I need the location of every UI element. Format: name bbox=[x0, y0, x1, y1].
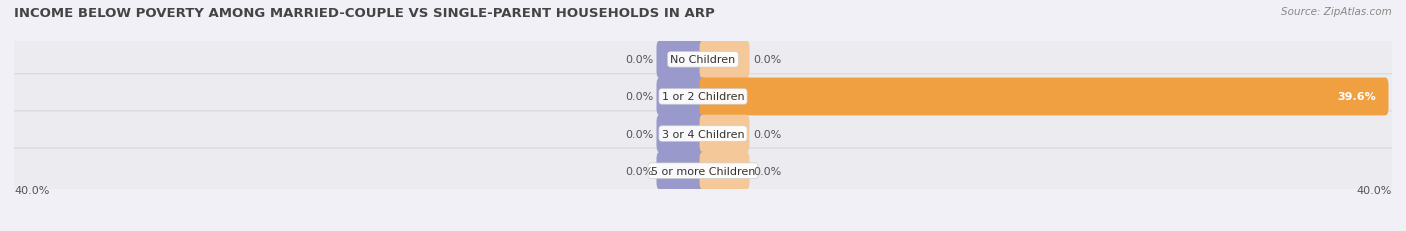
Text: 0.0%: 0.0% bbox=[754, 129, 782, 139]
FancyBboxPatch shape bbox=[700, 41, 749, 79]
Text: 3 or 4 Children: 3 or 4 Children bbox=[662, 129, 744, 139]
Bar bbox=[14, 79, 1392, 116]
FancyBboxPatch shape bbox=[8, 74, 1398, 120]
FancyBboxPatch shape bbox=[657, 152, 706, 190]
Text: 0.0%: 0.0% bbox=[624, 129, 652, 139]
Bar bbox=[14, 152, 1392, 189]
Text: No Children: No Children bbox=[671, 55, 735, 65]
Text: 40.0%: 40.0% bbox=[1357, 185, 1392, 195]
Text: 1 or 2 Children: 1 or 2 Children bbox=[662, 92, 744, 102]
Text: 39.6%: 39.6% bbox=[1337, 92, 1376, 102]
FancyBboxPatch shape bbox=[700, 78, 1389, 116]
FancyBboxPatch shape bbox=[657, 41, 706, 79]
Text: 0.0%: 0.0% bbox=[624, 92, 652, 102]
FancyBboxPatch shape bbox=[700, 152, 749, 190]
FancyBboxPatch shape bbox=[657, 78, 706, 116]
Text: 0.0%: 0.0% bbox=[624, 55, 652, 65]
Text: 5 or more Children: 5 or more Children bbox=[651, 166, 755, 176]
Bar bbox=[14, 116, 1392, 152]
FancyBboxPatch shape bbox=[8, 111, 1398, 157]
Text: 40.0%: 40.0% bbox=[14, 185, 49, 195]
Bar bbox=[14, 42, 1392, 79]
Text: 0.0%: 0.0% bbox=[754, 166, 782, 176]
Text: 0.0%: 0.0% bbox=[624, 166, 652, 176]
Text: Source: ZipAtlas.com: Source: ZipAtlas.com bbox=[1281, 7, 1392, 17]
FancyBboxPatch shape bbox=[700, 115, 749, 153]
Text: 0.0%: 0.0% bbox=[754, 55, 782, 65]
FancyBboxPatch shape bbox=[8, 37, 1398, 83]
FancyBboxPatch shape bbox=[8, 148, 1398, 194]
Text: INCOME BELOW POVERTY AMONG MARRIED-COUPLE VS SINGLE-PARENT HOUSEHOLDS IN ARP: INCOME BELOW POVERTY AMONG MARRIED-COUPL… bbox=[14, 7, 714, 20]
FancyBboxPatch shape bbox=[657, 115, 706, 153]
